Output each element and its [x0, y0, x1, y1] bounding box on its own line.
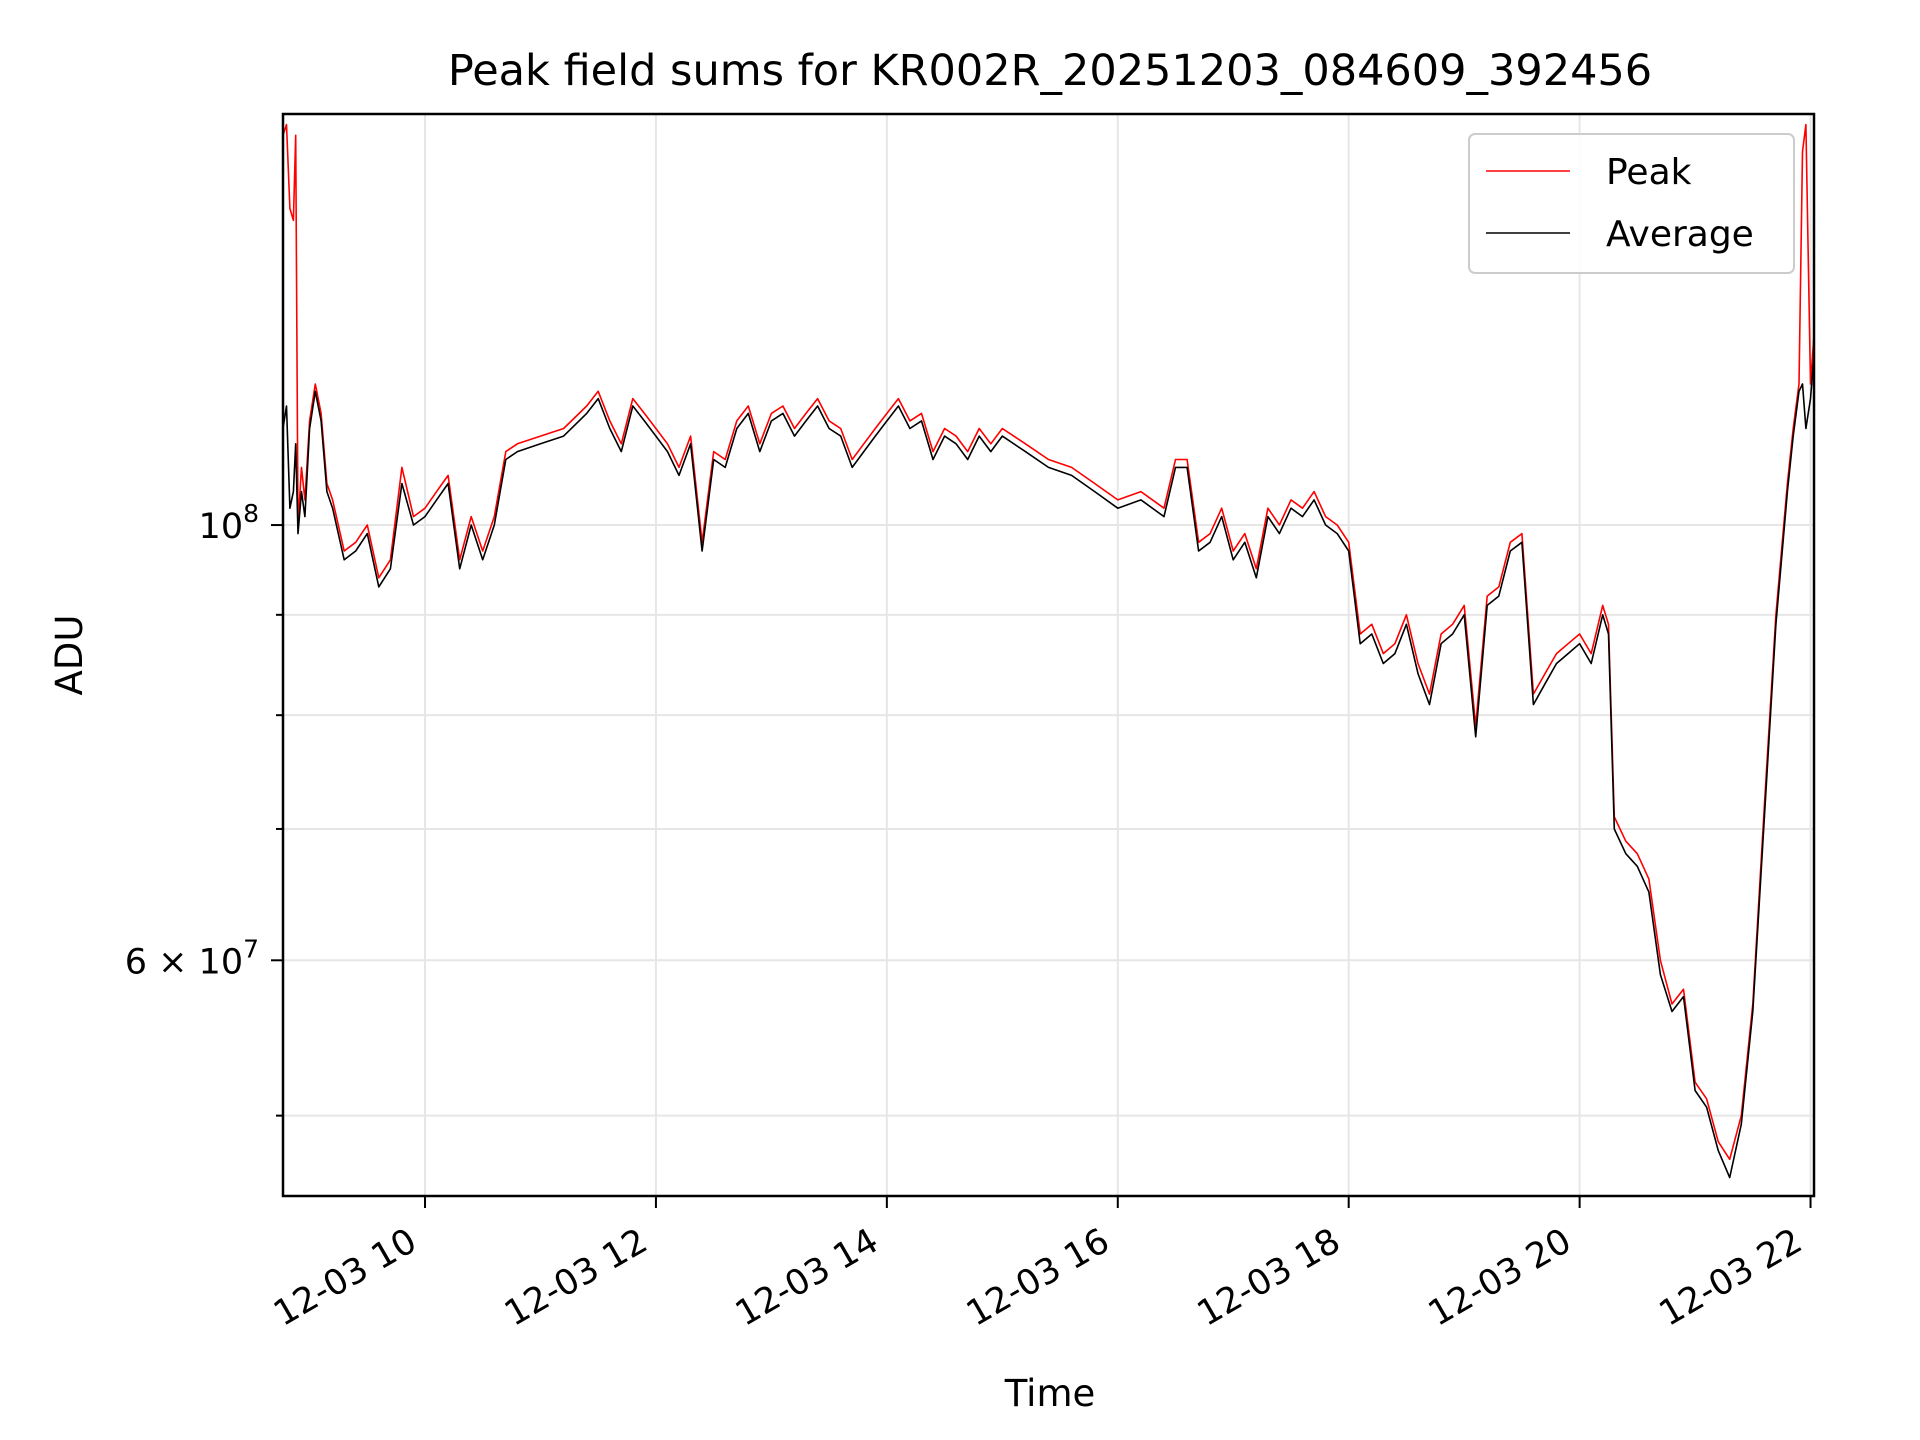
legend-label-peak: Peak — [1606, 152, 1692, 193]
y-tick-label-base: 10 — [199, 507, 244, 547]
chart-title: Peak field sums for KR002R_20251203_0846… — [448, 46, 1652, 96]
y-tick-label: 108 — [199, 499, 259, 547]
grid — [283, 114, 1814, 1196]
y-tick-label-exponent: 8 — [243, 499, 259, 528]
y-tick-label-exponent: 7 — [243, 934, 259, 963]
legend-box — [1468, 133, 1795, 274]
series-layer — [283, 123, 1814, 1179]
legend-label-average: Average — [1606, 214, 1754, 255]
plot-frame — [281, 112, 1816, 1198]
legend: Peak Average — [1468, 133, 1795, 274]
y-axis-label: ADU — [48, 615, 91, 696]
y-tick-label-base: 6 × 10 — [125, 942, 243, 982]
y-tick-label: 6 × 107 — [125, 934, 259, 982]
series-line-average — [283, 355, 1814, 1179]
x-axis-label: Time — [1004, 1372, 1096, 1415]
series-line-peak — [283, 123, 1814, 1161]
y-axis: 108 6 × 107 — [125, 499, 283, 1117]
